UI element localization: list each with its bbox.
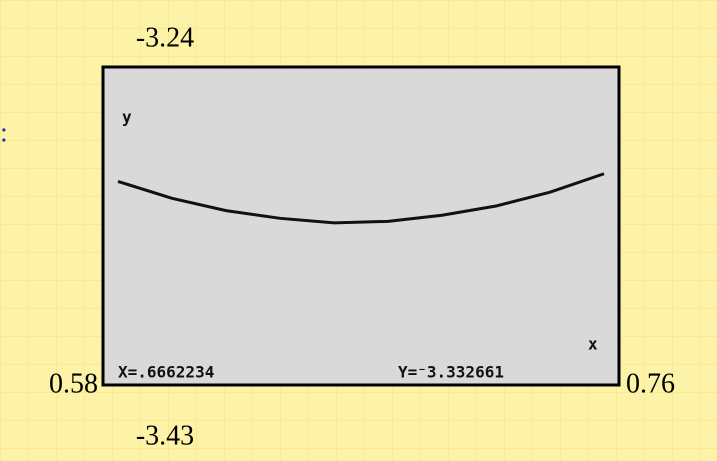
y-tick-label: -3.24 <box>136 22 194 53</box>
page: : y x X=.6662234 Y=⁻3.332661 0.58 0.76 -3.… <box>0 0 717 461</box>
x-tick-label: 0.58 <box>49 368 98 399</box>
fragment: : <box>0 117 8 148</box>
x-tick-label: 0.76 <box>626 368 675 399</box>
cursor-y: Y=⁻3.332661 <box>398 363 504 382</box>
x-axis-label: x <box>588 335 598 354</box>
calculator-screen <box>103 67 619 385</box>
y-tick-label: -3.43 <box>136 420 194 451</box>
chart: : y x X=.6662234 Y=⁻3.332661 0.58 0.76 -3.… <box>0 0 717 461</box>
y-axis-label: y <box>122 108 132 127</box>
cursor-x: X=.6662234 <box>118 363 214 382</box>
